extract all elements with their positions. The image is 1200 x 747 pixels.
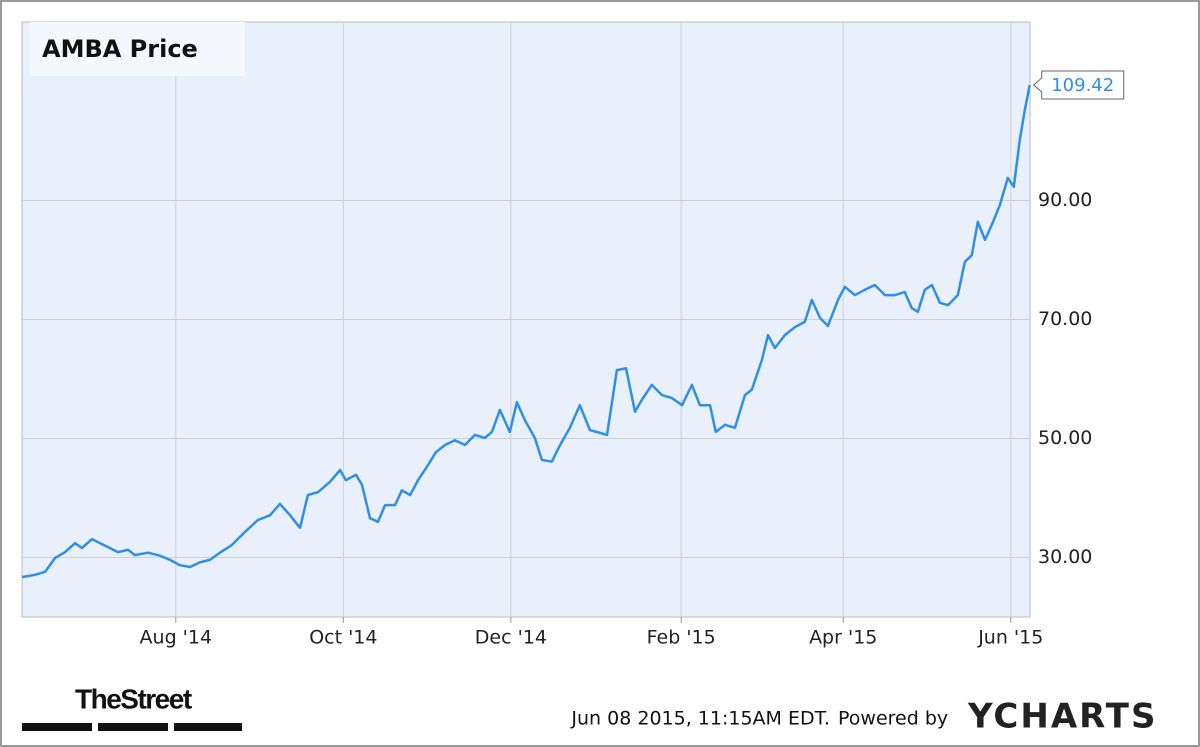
title-box: [30, 22, 245, 76]
y-tick-label: 30.00: [1038, 546, 1092, 568]
timestamp: Jun 08 2015, 11:15AM EDT.: [570, 708, 830, 730]
y-tick-label: 70.00: [1038, 308, 1092, 330]
x-tick-label: Jun '15: [977, 627, 1043, 649]
x-tick-label: Oct '14: [309, 627, 377, 649]
logo-bar: [22, 723, 92, 731]
x-tick-label: Dec '14: [475, 627, 547, 649]
x-tick-label: Aug '14: [140, 627, 213, 649]
powered-by: Powered by: [838, 708, 948, 730]
last-value-label: 109.42: [1051, 75, 1114, 96]
last-value-tag: [1032, 70, 1125, 100]
brand: YCHARTS: [967, 697, 1157, 737]
logo-bar: [174, 723, 242, 731]
logo: TheStreet: [75, 683, 192, 714]
y-tick-label: 50.00: [1038, 427, 1092, 449]
chart-title: AMBA Price: [42, 35, 198, 63]
y-tick-label: 90.00: [1038, 189, 1092, 211]
logo-bar: [98, 723, 168, 731]
x-tick-label: Apr '15: [809, 627, 877, 649]
price-line: [21, 84, 1031, 579]
x-tick-label: Feb '15: [647, 627, 716, 649]
